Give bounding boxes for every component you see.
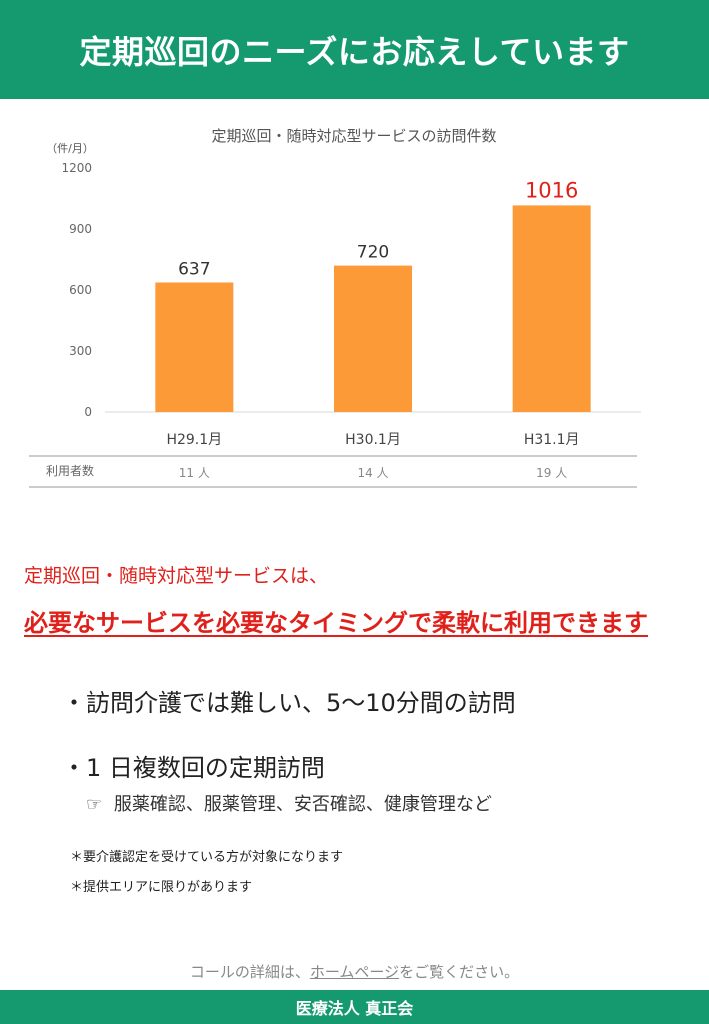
bullet-item: ・1 日複数回の定期訪問	[62, 748, 325, 783]
footer-banner: 医療法人 真正会	[0, 990, 709, 1024]
bullet-item: ・訪問介護では難しい、5～10分間の訪問	[62, 683, 516, 718]
bar	[512, 205, 591, 412]
table-row-label: 利用者数	[46, 463, 94, 478]
bar	[334, 265, 412, 412]
bullet-text: 訪問介護では難しい、5～10分間の訪問	[86, 689, 516, 717]
pointing-hand-icon: ☞	[86, 794, 103, 815]
sub-item-text: 服薬確認、服薬管理、安否確認、健康管理など	[113, 794, 492, 815]
x-tick-label: H29.1月	[166, 432, 222, 448]
note-item: ＊提供エリアに限りがあります	[70, 880, 253, 895]
intro-text: 定期巡回・随時対応型サービスは、	[24, 565, 329, 587]
bar-chart: 定期巡回・随時対応型サービスの訪問件数 （件/月） 0 300 600 900 1200…	[29, 127, 641, 488]
bar-value-label: 637	[178, 259, 210, 279]
homepage-link[interactable]: ホームページ	[309, 963, 400, 981]
header-title: 定期巡回のニーズにお応えしています	[79, 32, 630, 71]
y-tick-label: 300	[69, 344, 92, 358]
header-banner: 定期巡回のニーズにお応えしています	[0, 0, 709, 99]
x-tick-label: H31.1月	[524, 432, 580, 448]
note-item: ＊要介護認定を受けている方が対象になります	[70, 850, 344, 865]
contact-suffix: をご覧ください。	[399, 963, 520, 981]
y-tick-label: 0	[84, 405, 92, 419]
table-cell: 11 人	[179, 466, 210, 480]
bar-value-label: 1016	[525, 178, 578, 202]
y-tick-label: 900	[69, 222, 92, 236]
table-cell: 19 人	[536, 466, 567, 480]
sub-item: ☞ 服薬確認、服薬管理、安否確認、健康管理など	[86, 790, 492, 816]
chart-title: 定期巡回・随時対応型サービスの訪問件数	[211, 127, 496, 145]
y-axis-unit-label: （件/月）	[46, 142, 94, 155]
organization-name: 医療法人 真正会	[295, 999, 414, 1018]
bullet-dot: ・	[62, 689, 86, 717]
contact-line: コールの詳細は、ホームページをご覧ください。	[0, 961, 709, 982]
y-tick-label: 600	[69, 283, 92, 297]
table-cell: 14 人	[357, 466, 388, 480]
contact-prefix: コールの詳細は、	[189, 963, 310, 981]
x-tick-label: H30.1月	[345, 432, 401, 448]
bar	[155, 282, 234, 412]
bullet-dot: ・	[62, 754, 86, 782]
y-tick-label: 1200	[61, 161, 92, 175]
headline-text: 必要なサービスを必要なタイミングで柔軟に利用できます	[24, 609, 648, 637]
bar-value-label: 720	[357, 243, 389, 263]
bullet-text: 1 日複数回の定期訪問	[86, 754, 325, 782]
